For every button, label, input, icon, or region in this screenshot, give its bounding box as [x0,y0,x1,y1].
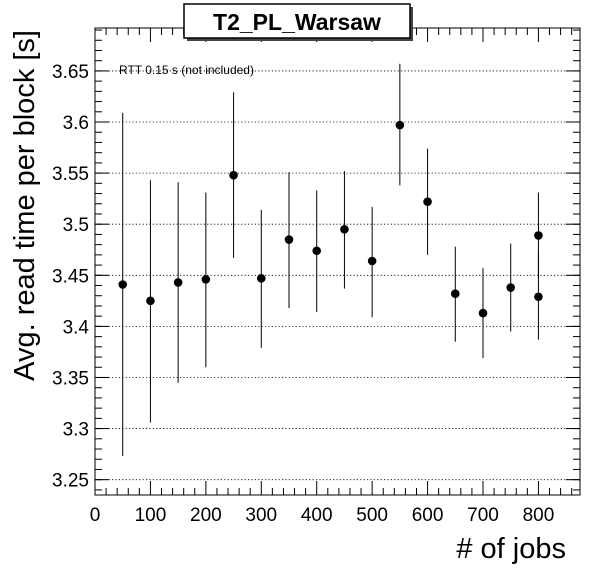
data-point [173,278,183,287]
x-tick-label: 700 [467,505,499,526]
x-tick-label: 200 [190,505,222,526]
data-point [312,246,322,256]
x-tick-label: 600 [412,505,444,526]
data-point [534,292,543,302]
y-tick-label: 3.35 [52,368,89,389]
data-point [506,283,516,292]
data-point [395,120,405,130]
data-point [146,296,155,306]
data-point [201,275,211,284]
y-tick-label: 3.45 [52,266,89,287]
chart-title: T2_PL_Warsaw [213,9,381,35]
y-tick-label: 3.5 [63,215,89,236]
y-tick-label: 3.3 [63,420,89,441]
x-tick-label: 300 [245,505,277,526]
data-point [534,231,543,240]
x-tick-label: 0 [90,505,101,526]
data-layer [118,63,543,457]
y-tick-label: 3.6 [63,113,89,134]
y-tick-label: 3.65 [52,62,89,83]
x-tick-label: 400 [301,505,333,526]
title-box-frame [183,3,411,39]
grid-layer [95,70,580,481]
x-tick-label: 800 [523,505,555,526]
y-axis-label: Avg. read time per block [s] [9,30,41,381]
tick-label-layer: 3.25 3.3 3.35 3.4 3.45 3.5 3.55 3.6 3.65 0 100 200 3… [52,62,554,526]
data-point [229,170,238,180]
y-tick-label: 3.4 [63,317,90,338]
data-point [118,280,128,289]
annotation-text: RTT 0.15 s (not included) [119,63,254,77]
data-point [423,197,432,207]
data-point [450,289,460,298]
y-tick-label: 3.55 [52,164,89,185]
data-point [340,225,349,234]
data-point [367,256,377,266]
data-point [478,308,488,318]
title-box: T2_PL_Warsaw [183,3,413,41]
x-axis-label: # of jobs [456,533,566,565]
y-tick-label: 3.25 [52,471,89,492]
x-tick-label: 500 [356,505,388,526]
data-point [256,274,266,283]
data-point [284,235,294,244]
x-tick-label: 100 [135,505,167,526]
